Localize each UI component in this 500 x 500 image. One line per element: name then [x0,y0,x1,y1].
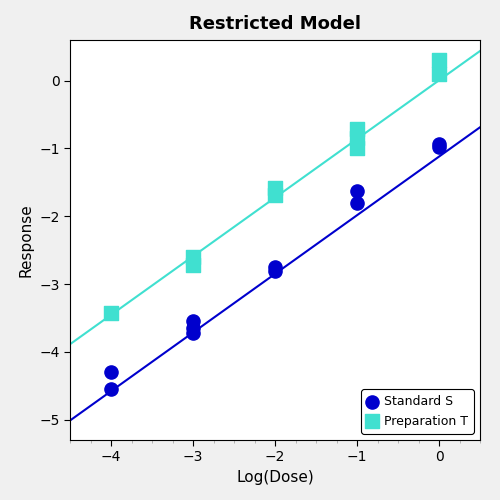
Standard S [353,198,361,206]
Preparation T [435,70,443,78]
Standard S [107,385,115,393]
Standard S [353,186,361,194]
Legend: Standard S, Preparation T: Standard S, Preparation T [361,389,474,434]
Standard S [435,143,443,151]
Preparation T [435,56,443,64]
Preparation T [353,126,361,134]
Standard S [189,318,197,326]
Preparation T [353,134,361,142]
Standard S [271,266,279,274]
Preparation T [271,184,279,192]
Y-axis label: Response: Response [18,203,34,277]
Standard S [271,263,279,271]
Standard S [435,140,443,147]
Standard S [189,324,197,332]
Title: Restricted Model: Restricted Model [189,15,361,33]
Standard S [107,368,115,376]
Preparation T [271,190,279,198]
Preparation T [353,144,361,152]
Standard S [189,329,197,337]
Preparation T [189,253,197,261]
Preparation T [189,261,197,269]
X-axis label: Log(Dose): Log(Dose) [236,470,314,485]
Preparation T [107,308,115,316]
